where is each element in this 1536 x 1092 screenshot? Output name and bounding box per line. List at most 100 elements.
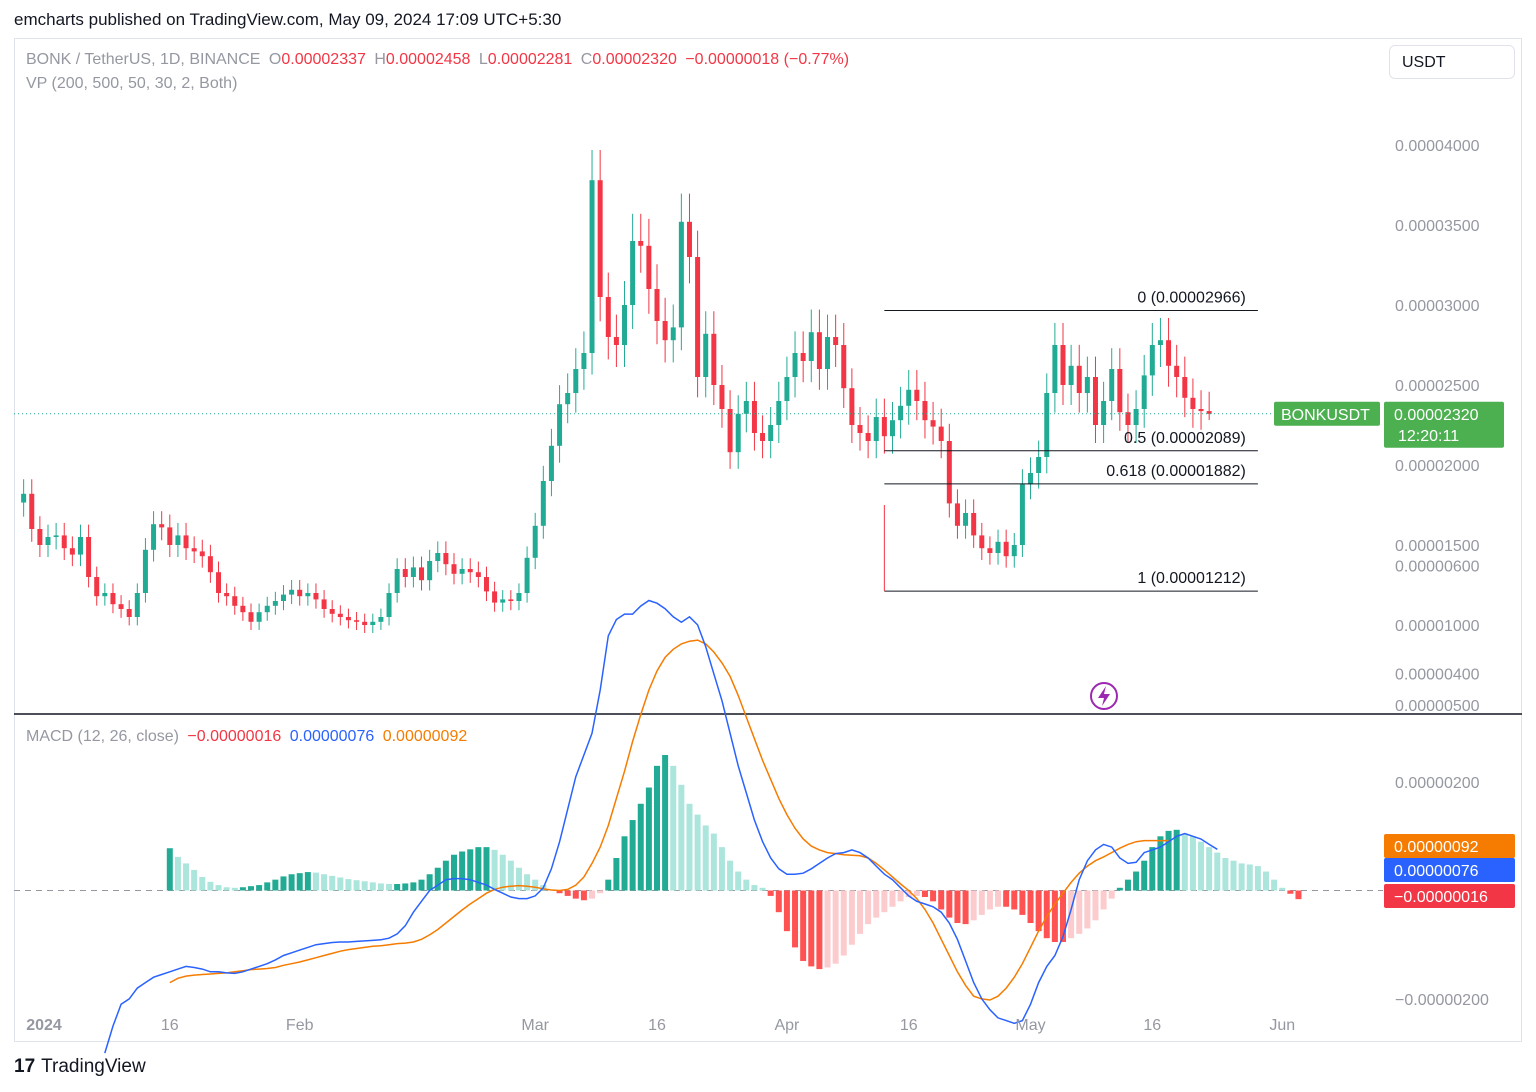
candle-body[interactable] — [1028, 473, 1034, 485]
macd-histogram-bar[interactable] — [451, 854, 457, 891]
candle-body[interactable] — [987, 548, 993, 553]
macd-histogram-bar[interactable] — [572, 890, 579, 899]
macd-histogram-bar[interactable] — [1295, 890, 1302, 900]
macd-histogram-bar[interactable] — [654, 765, 660, 891]
candle-body[interactable] — [451, 564, 457, 574]
macd-histogram-bar[interactable] — [694, 814, 701, 891]
candle-body[interactable] — [1092, 377, 1098, 425]
macd-histogram-bar[interactable] — [1222, 857, 1229, 891]
candle-body[interactable] — [938, 426, 944, 441]
candle-body[interactable] — [581, 353, 587, 369]
macd-histogram-bar[interactable] — [767, 890, 774, 896]
candle-body[interactable] — [727, 409, 733, 453]
macd-histogram-bar[interactable] — [1189, 836, 1196, 891]
macd-histogram-bar[interactable] — [1011, 890, 1018, 910]
candle-body[interactable] — [61, 535, 67, 549]
last-price-tag[interactable] — [1384, 401, 1504, 448]
candle-body[interactable] — [1036, 457, 1042, 473]
candle-body[interactable] — [53, 535, 59, 537]
candle-body[interactable] — [1076, 365, 1082, 393]
macd-histogram-bar[interactable] — [1043, 890, 1050, 939]
macd-indicator-label[interactable]: MACD (12, 26, close) — [26, 728, 179, 745]
tradingview-logo[interactable]: 17 TradingView — [14, 1056, 146, 1078]
macd-histogram-bar[interactable] — [589, 890, 596, 899]
macd-histogram-bar[interactable] — [962, 890, 969, 925]
macd-histogram-bar[interactable] — [629, 820, 636, 891]
candle-body[interactable] — [557, 404, 563, 446]
macd-histogram-bar[interactable] — [930, 890, 937, 902]
macd-histogram-bar[interactable] — [783, 890, 790, 932]
candle-body[interactable] — [565, 393, 571, 405]
candle-body[interactable] — [313, 593, 319, 600]
candle-body[interactable] — [1206, 411, 1212, 414]
candle-body[interactable] — [971, 513, 977, 536]
macd-histogram-bar[interactable] — [174, 856, 181, 891]
macd-histogram-bar[interactable] — [426, 874, 433, 891]
macd-histogram-bar[interactable] — [483, 847, 490, 891]
candle-body[interactable] — [573, 369, 579, 393]
macd-histogram-bar[interactable] — [848, 890, 855, 945]
candle-body[interactable] — [199, 551, 205, 557]
macd-histogram-bar[interactable] — [710, 833, 717, 891]
candle-body[interactable] — [540, 481, 546, 526]
candle-body[interactable] — [654, 289, 660, 321]
macd-histogram-bar[interactable] — [743, 879, 750, 891]
macd-histogram-bar[interactable] — [792, 890, 799, 948]
candle-body[interactable] — [662, 321, 668, 341]
macd-histogram-bar[interactable] — [475, 847, 482, 891]
macd-histogram-bar[interactable] — [1230, 860, 1237, 891]
candle-body[interactable] — [979, 535, 985, 549]
candle-body[interactable] — [1084, 377, 1090, 393]
macd-histogram-bar[interactable] — [759, 887, 766, 891]
macd-histogram-bar[interactable] — [735, 871, 742, 891]
macd-histogram-bar[interactable] — [491, 849, 498, 891]
candle-body[interactable] — [865, 433, 871, 441]
candle-body[interactable] — [946, 441, 952, 504]
macd-histogram-bar[interactable] — [970, 890, 977, 921]
macd-histogram-bar[interactable] — [199, 876, 206, 891]
candle-body[interactable] — [402, 569, 408, 577]
macd-histogram-bar[interactable] — [1198, 841, 1205, 891]
macd-histogram-bar[interactable] — [564, 890, 571, 896]
candle-body[interactable] — [1011, 545, 1017, 557]
macd-histogram-bar[interactable] — [921, 890, 928, 898]
candle-body[interactable] — [102, 593, 108, 597]
candle-body[interactable] — [118, 604, 124, 609]
macd-histogram-bar[interactable] — [556, 890, 563, 894]
macd-histogram-bar[interactable] — [166, 848, 173, 891]
candle-body[interactable] — [1117, 369, 1123, 413]
macd-histogram-bar[interactable] — [1263, 871, 1269, 891]
candle-body[interactable] — [45, 537, 51, 545]
macd-histogram-bar[interactable] — [499, 854, 506, 891]
macd-histogram-bar[interactable] — [865, 890, 872, 925]
candle-body[interactable] — [110, 593, 116, 605]
macd-histogram-bar[interactable] — [1271, 879, 1278, 891]
candle-body[interactable] — [467, 569, 473, 573]
macd-histogram-bar[interactable] — [231, 887, 238, 891]
candle-body[interactable] — [800, 353, 806, 361]
macd-histogram-bar[interactable] — [1279, 887, 1286, 891]
candle-body[interactable] — [719, 385, 725, 409]
macd-histogram-bar[interactable] — [377, 883, 384, 891]
macd-histogram-bar[interactable] — [248, 886, 254, 891]
candle-body[interactable] — [159, 524, 165, 528]
candle-body[interactable] — [630, 241, 636, 305]
macd-histogram-bar[interactable] — [1076, 890, 1083, 934]
macd-histogram-bar[interactable] — [889, 890, 896, 907]
candle-body[interactable] — [889, 420, 895, 437]
candle-body[interactable] — [500, 599, 506, 603]
candle-body[interactable] — [224, 593, 230, 597]
macd-histogram-bar[interactable] — [1157, 836, 1164, 891]
macd-histogram-bar[interactable] — [1108, 890, 1115, 899]
candle-body[interactable] — [768, 425, 774, 441]
candle-body[interactable] — [248, 612, 254, 622]
candle-body[interactable] — [776, 401, 782, 425]
candle-body[interactable] — [134, 593, 140, 617]
macd-histogram-bar[interactable] — [832, 890, 839, 964]
candle-body[interactable] — [849, 388, 855, 425]
macd-histogram-bar[interactable] — [191, 869, 198, 891]
macd-histogram-bar[interactable] — [296, 873, 303, 891]
candle-body[interactable] — [1101, 401, 1107, 425]
macd-histogram-bar[interactable] — [621, 836, 628, 891]
candle-body[interactable] — [1174, 365, 1180, 377]
